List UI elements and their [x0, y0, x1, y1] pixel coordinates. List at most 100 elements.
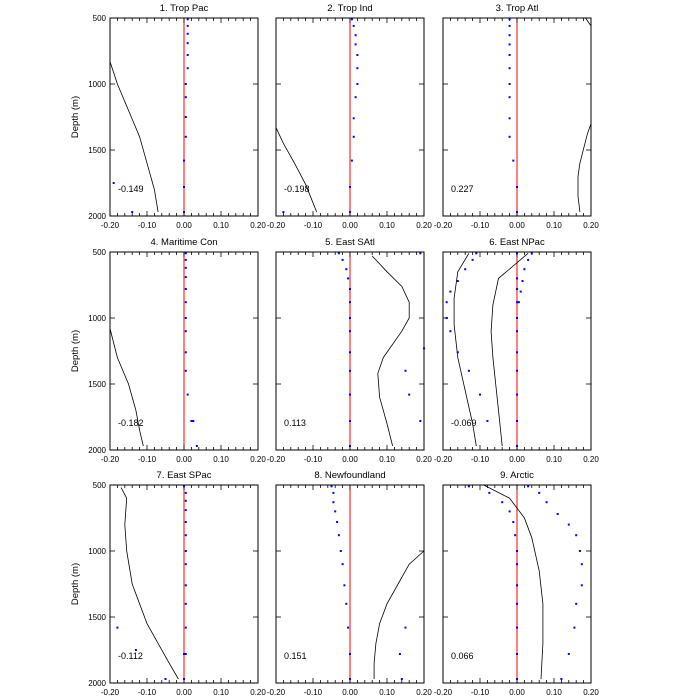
data-point	[347, 626, 350, 629]
data-point	[112, 182, 115, 184]
data-point	[501, 501, 504, 504]
panel-title: 2. Trop Ind	[327, 3, 372, 14]
data-point	[530, 252, 533, 255]
panel-title: 5. East SAtl	[325, 237, 375, 248]
data-point	[282, 211, 285, 213]
data-point	[567, 523, 570, 526]
y-tick-label: 2000	[88, 212, 106, 221]
data-point	[400, 678, 403, 680]
data-point	[349, 317, 351, 319]
data-point	[332, 491, 335, 494]
data-point	[516, 277, 518, 280]
data-point	[336, 521, 339, 523]
x-tick-label: 0.00	[509, 455, 525, 464]
data-point	[184, 602, 187, 605]
data-point	[567, 653, 570, 655]
data-point	[184, 317, 187, 319]
panel-title: 1. Trop Pac	[160, 3, 209, 14]
data-point	[517, 301, 520, 304]
x-tick-label: 0.10	[379, 455, 395, 464]
data-point	[184, 351, 187, 354]
data-point	[131, 211, 134, 213]
data-point	[184, 653, 187, 655]
data-point	[184, 626, 187, 629]
data-point	[349, 288, 351, 290]
data-point	[398, 653, 401, 655]
data-point	[508, 18, 511, 21]
series-curve	[577, 123, 592, 213]
data-point	[512, 159, 515, 162]
y-tick-label: 1000	[88, 547, 106, 556]
data-point	[343, 584, 346, 587]
data-point	[334, 510, 337, 513]
data-point	[575, 534, 578, 537]
data-point	[184, 83, 187, 85]
data-point	[575, 602, 578, 605]
y-tick-label: 500	[93, 248, 107, 257]
panel-2: 2. Trop Ind -0.20 -0.10 0.00 0.10 0.20 -0.198	[267, 3, 432, 230]
data-point	[516, 369, 518, 372]
series-curve	[109, 328, 144, 447]
data-point	[356, 67, 359, 70]
data-point	[512, 521, 515, 523]
data-point	[184, 550, 187, 552]
data-point	[192, 420, 195, 422]
data-point	[184, 521, 187, 523]
data-point	[184, 96, 187, 99]
data-point	[527, 258, 530, 261]
x-tick-label: 0.10	[379, 688, 395, 697]
data-point	[184, 301, 187, 304]
panel-title: 7. East SPac	[157, 470, 212, 481]
x-tick-label: -0.20	[101, 455, 120, 464]
data-point	[349, 420, 351, 422]
data-point	[508, 24, 511, 27]
data-point	[337, 534, 340, 537]
data-point	[445, 317, 448, 319]
y-tick-label: 500	[93, 481, 107, 490]
data-point	[464, 268, 467, 271]
data-point	[184, 252, 187, 255]
x-tick-label: -0.10	[471, 455, 490, 464]
x-tick-label: 0.10	[546, 221, 562, 230]
data-point	[456, 280, 459, 282]
data-point	[349, 393, 351, 396]
series-curve	[453, 253, 477, 447]
data-point	[508, 67, 511, 70]
x-tick-label: -0.20	[267, 688, 286, 697]
x-tick-label: -0.20	[267, 221, 286, 230]
data-point	[184, 288, 187, 290]
y-tick-label: 1500	[88, 613, 106, 622]
data-point	[345, 268, 348, 271]
y-tick-label: 2000	[88, 446, 106, 455]
data-point	[184, 369, 187, 372]
data-point	[349, 653, 351, 655]
panel-title: 3. Trop Atl	[496, 3, 539, 14]
data-point	[508, 34, 511, 37]
data-point	[545, 501, 548, 504]
x-tick-label: 0.20	[416, 221, 432, 230]
x-tick-label: 0.00	[176, 688, 192, 697]
x-tick-label: -0.10	[471, 688, 490, 697]
data-point	[184, 509, 187, 512]
data-point	[332, 501, 335, 504]
data-point	[580, 584, 583, 587]
correlation-annotation: -0.069	[451, 418, 477, 428]
correlation-annotation: -0.149	[118, 184, 144, 194]
data-point	[184, 499, 187, 502]
x-tick-label: 0.10	[213, 455, 229, 464]
data-point	[445, 301, 448, 304]
data-point	[467, 369, 470, 372]
data-point	[116, 626, 119, 629]
y-tick-label: 2000	[88, 679, 106, 688]
x-tick-label: -0.20	[434, 688, 453, 697]
x-tick-label: -0.10	[304, 688, 323, 697]
panel-title: 6. East NPac	[489, 237, 545, 248]
x-tick-label: -0.20	[101, 221, 120, 230]
correlation-annotation: 0.113	[284, 418, 306, 428]
series-curve	[109, 61, 159, 213]
data-point	[516, 301, 518, 304]
series-curve	[371, 255, 410, 447]
y-tick-label: 1500	[88, 146, 106, 155]
data-point	[356, 83, 359, 85]
data-point	[184, 266, 187, 269]
